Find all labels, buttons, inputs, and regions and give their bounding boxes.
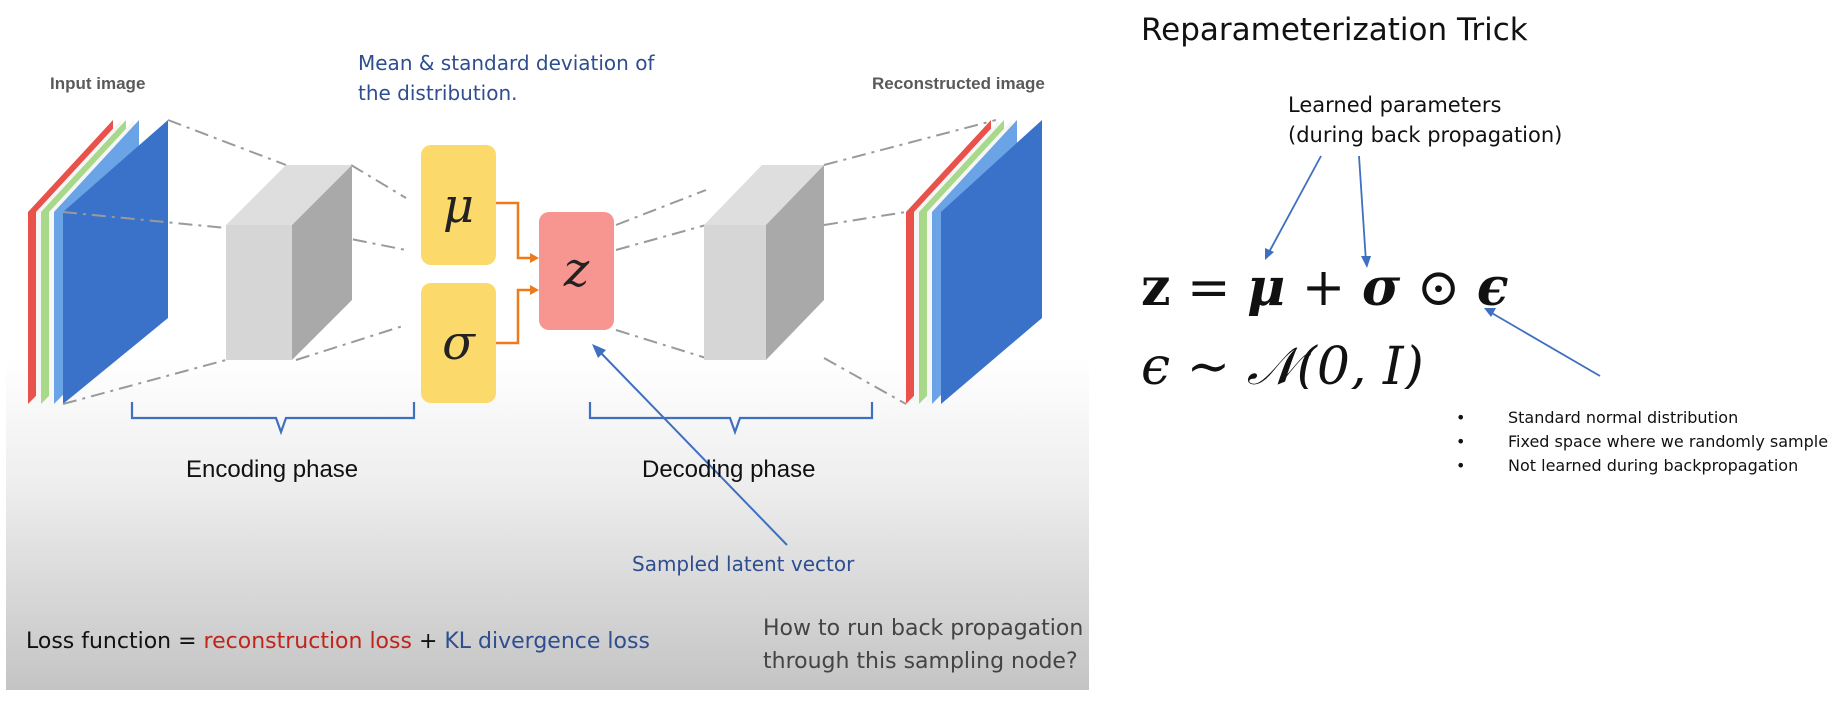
- question-line2: through this sampling node?: [763, 649, 1078, 674]
- bullet-item: Not learned during backpropagation: [1448, 454, 1828, 478]
- learned-line1: Learned parameters: [1288, 93, 1502, 117]
- eq-z: z: [1141, 257, 1171, 318]
- sampled-latent-label: Sampled latent vector: [632, 552, 855, 576]
- loss-reconstruction: reconstruction loss: [203, 629, 412, 654]
- loss-kl: KL divergence loss: [444, 629, 650, 654]
- sigma-symbol: σ: [442, 315, 475, 371]
- decoding-phase-label: Decoding phase: [642, 456, 816, 483]
- learned-line2: (during back propagation): [1288, 123, 1563, 147]
- noise-equation-crop: ϵ ∼ 𝒩(0, I): [1110, 335, 1600, 389]
- reconstructed-image-label: Reconstructed image: [872, 74, 1045, 93]
- encoder-block: [226, 165, 352, 360]
- decoder-block: [704, 165, 824, 360]
- loss-plus: +: [411, 629, 445, 654]
- reparam-title: Reparameterization Trick: [1141, 12, 1528, 48]
- sampled-arrow: [592, 344, 788, 546]
- eq-equals: =: [1170, 258, 1248, 318]
- mu-box: [421, 145, 496, 265]
- mu-symbol: μ: [442, 178, 475, 234]
- bullet-item: Fixed space where we randomly sample: [1448, 430, 1828, 454]
- orange-connectors: [496, 201, 534, 345]
- sigma-box: [421, 283, 496, 403]
- eq-sigma: σ: [1361, 257, 1401, 318]
- learned-params-note: Learned parameters (during back propagat…: [1288, 90, 1562, 150]
- mean-std-note-line2: the distribution.: [358, 81, 518, 105]
- loss-function: Loss function = reconstruction loss + KL…: [26, 629, 650, 654]
- vae-diagram: [28, 119, 1042, 546]
- mean-std-note-line1: Mean & standard deviation of: [358, 51, 655, 75]
- loss-prefix: Loss function =: [26, 629, 204, 654]
- eq-mu: μ: [1247, 257, 1286, 318]
- vae-slide: Input image Reconstructed image Mean & s…: [6, 0, 1089, 690]
- z-symbol: z: [563, 242, 590, 298]
- mean-std-note: Mean & standard deviation of the distrib…: [358, 48, 654, 108]
- encoding-phase-label: Encoding phase: [186, 456, 359, 483]
- noise-equation: ϵ ∼ 𝒩(0, I): [1141, 337, 1424, 389]
- eq-plus: +: [1285, 258, 1362, 318]
- bullet-item: Standard normal distribution: [1448, 406, 1828, 430]
- input-image-label: Input image: [50, 74, 146, 93]
- backprop-question: How to run back propagation through this…: [763, 612, 1083, 678]
- reparam-equation: z = μ + σ ⊙ ϵ: [1141, 257, 1509, 319]
- z-box: [539, 212, 614, 330]
- input-image-stack: [28, 120, 168, 404]
- output-image-stack: [906, 120, 1042, 404]
- eq-epsilon: ϵ: [1476, 257, 1509, 318]
- epsilon-properties-list: Standard normal distribution Fixed space…: [1448, 406, 1828, 478]
- reparam-arrows: [1265, 155, 1601, 377]
- eq-odot: ⊙: [1400, 258, 1477, 318]
- question-line1: How to run back propagation: [763, 616, 1084, 641]
- phase-braces: [130, 402, 874, 436]
